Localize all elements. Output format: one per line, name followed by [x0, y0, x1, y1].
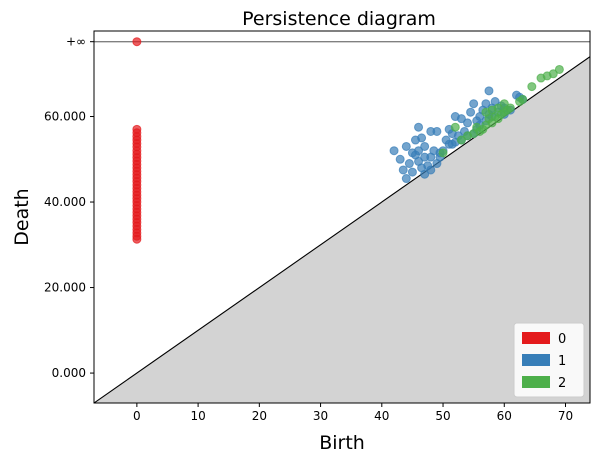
data-point-dim1	[466, 107, 476, 117]
data-point-dim2	[505, 103, 515, 113]
x-tick-label: 50	[435, 409, 450, 423]
data-point-dim1	[417, 133, 427, 143]
data-point-dim1	[447, 139, 457, 149]
data-point-dim1	[420, 169, 430, 179]
data-point-dim1	[463, 118, 473, 128]
data-point-dim1	[484, 86, 494, 96]
data-point-dim1	[401, 174, 411, 184]
data-point-dim2	[527, 82, 537, 92]
data-point-dim2	[518, 94, 528, 104]
data-point-dim1	[398, 165, 408, 175]
x-axis: 0 10 20 30 40 50 60 70	[133, 403, 573, 423]
data-point-dim2	[548, 69, 558, 79]
data-point-dim2	[554, 64, 564, 74]
legend-swatch-1	[522, 354, 550, 366]
x-tick-label: 20	[252, 409, 267, 423]
y-tick-label: 0.000	[52, 366, 86, 380]
x-axis-label: Birth	[319, 432, 365, 454]
legend-label-0: 0	[558, 332, 566, 347]
x-tick-label: 30	[313, 409, 328, 423]
data-point-dim1	[401, 141, 411, 151]
y-axis: 0.000 20.000 40.000 60.000 +∞	[44, 35, 94, 380]
y-tick-label: 40.000	[44, 195, 86, 209]
data-point-dim1	[395, 154, 405, 164]
data-point-dim1	[389, 146, 399, 156]
data-point-dim1	[414, 122, 424, 132]
data-point-dim1	[407, 167, 417, 177]
data-point-dim1	[426, 165, 436, 175]
x-tick-label: 70	[558, 409, 573, 423]
y-axis-label: Death	[11, 188, 33, 245]
x-tick-label: 60	[497, 409, 512, 423]
legend-swatch-0	[522, 332, 550, 344]
chart-title: Persistence diagram	[242, 8, 436, 30]
legend-swatch-2	[522, 376, 550, 388]
data-point-dim2	[450, 122, 460, 132]
data-point-dim1	[481, 99, 491, 109]
data-point-dim2	[456, 135, 466, 145]
x-tick-label: 40	[374, 409, 389, 423]
legend: 0 1 2	[513, 322, 585, 398]
data-point-dim1	[456, 114, 466, 124]
data-point-dim1	[432, 126, 442, 136]
data-point-dim1	[410, 150, 420, 160]
y-tick-label: +∞	[66, 35, 86, 49]
y-tick-label: 20.000	[44, 281, 86, 295]
data-point-dim0	[132, 37, 142, 47]
data-point-dim1	[420, 141, 430, 151]
x-tick-label: 10	[190, 409, 205, 423]
y-tick-label: 60.000	[44, 110, 86, 124]
plot-frame	[93, 30, 591, 404]
legend-label-2: 2	[558, 376, 566, 391]
legend-label-1: 1	[558, 354, 566, 369]
x-tick-label: 0	[133, 409, 141, 423]
data-point-dim2	[438, 148, 448, 158]
diagonal-line	[94, 55, 590, 403]
points-layer	[132, 37, 564, 244]
data-point-dim1	[469, 99, 479, 109]
data-point-dim0	[132, 234, 142, 244]
data-point-dim1	[404, 159, 414, 169]
